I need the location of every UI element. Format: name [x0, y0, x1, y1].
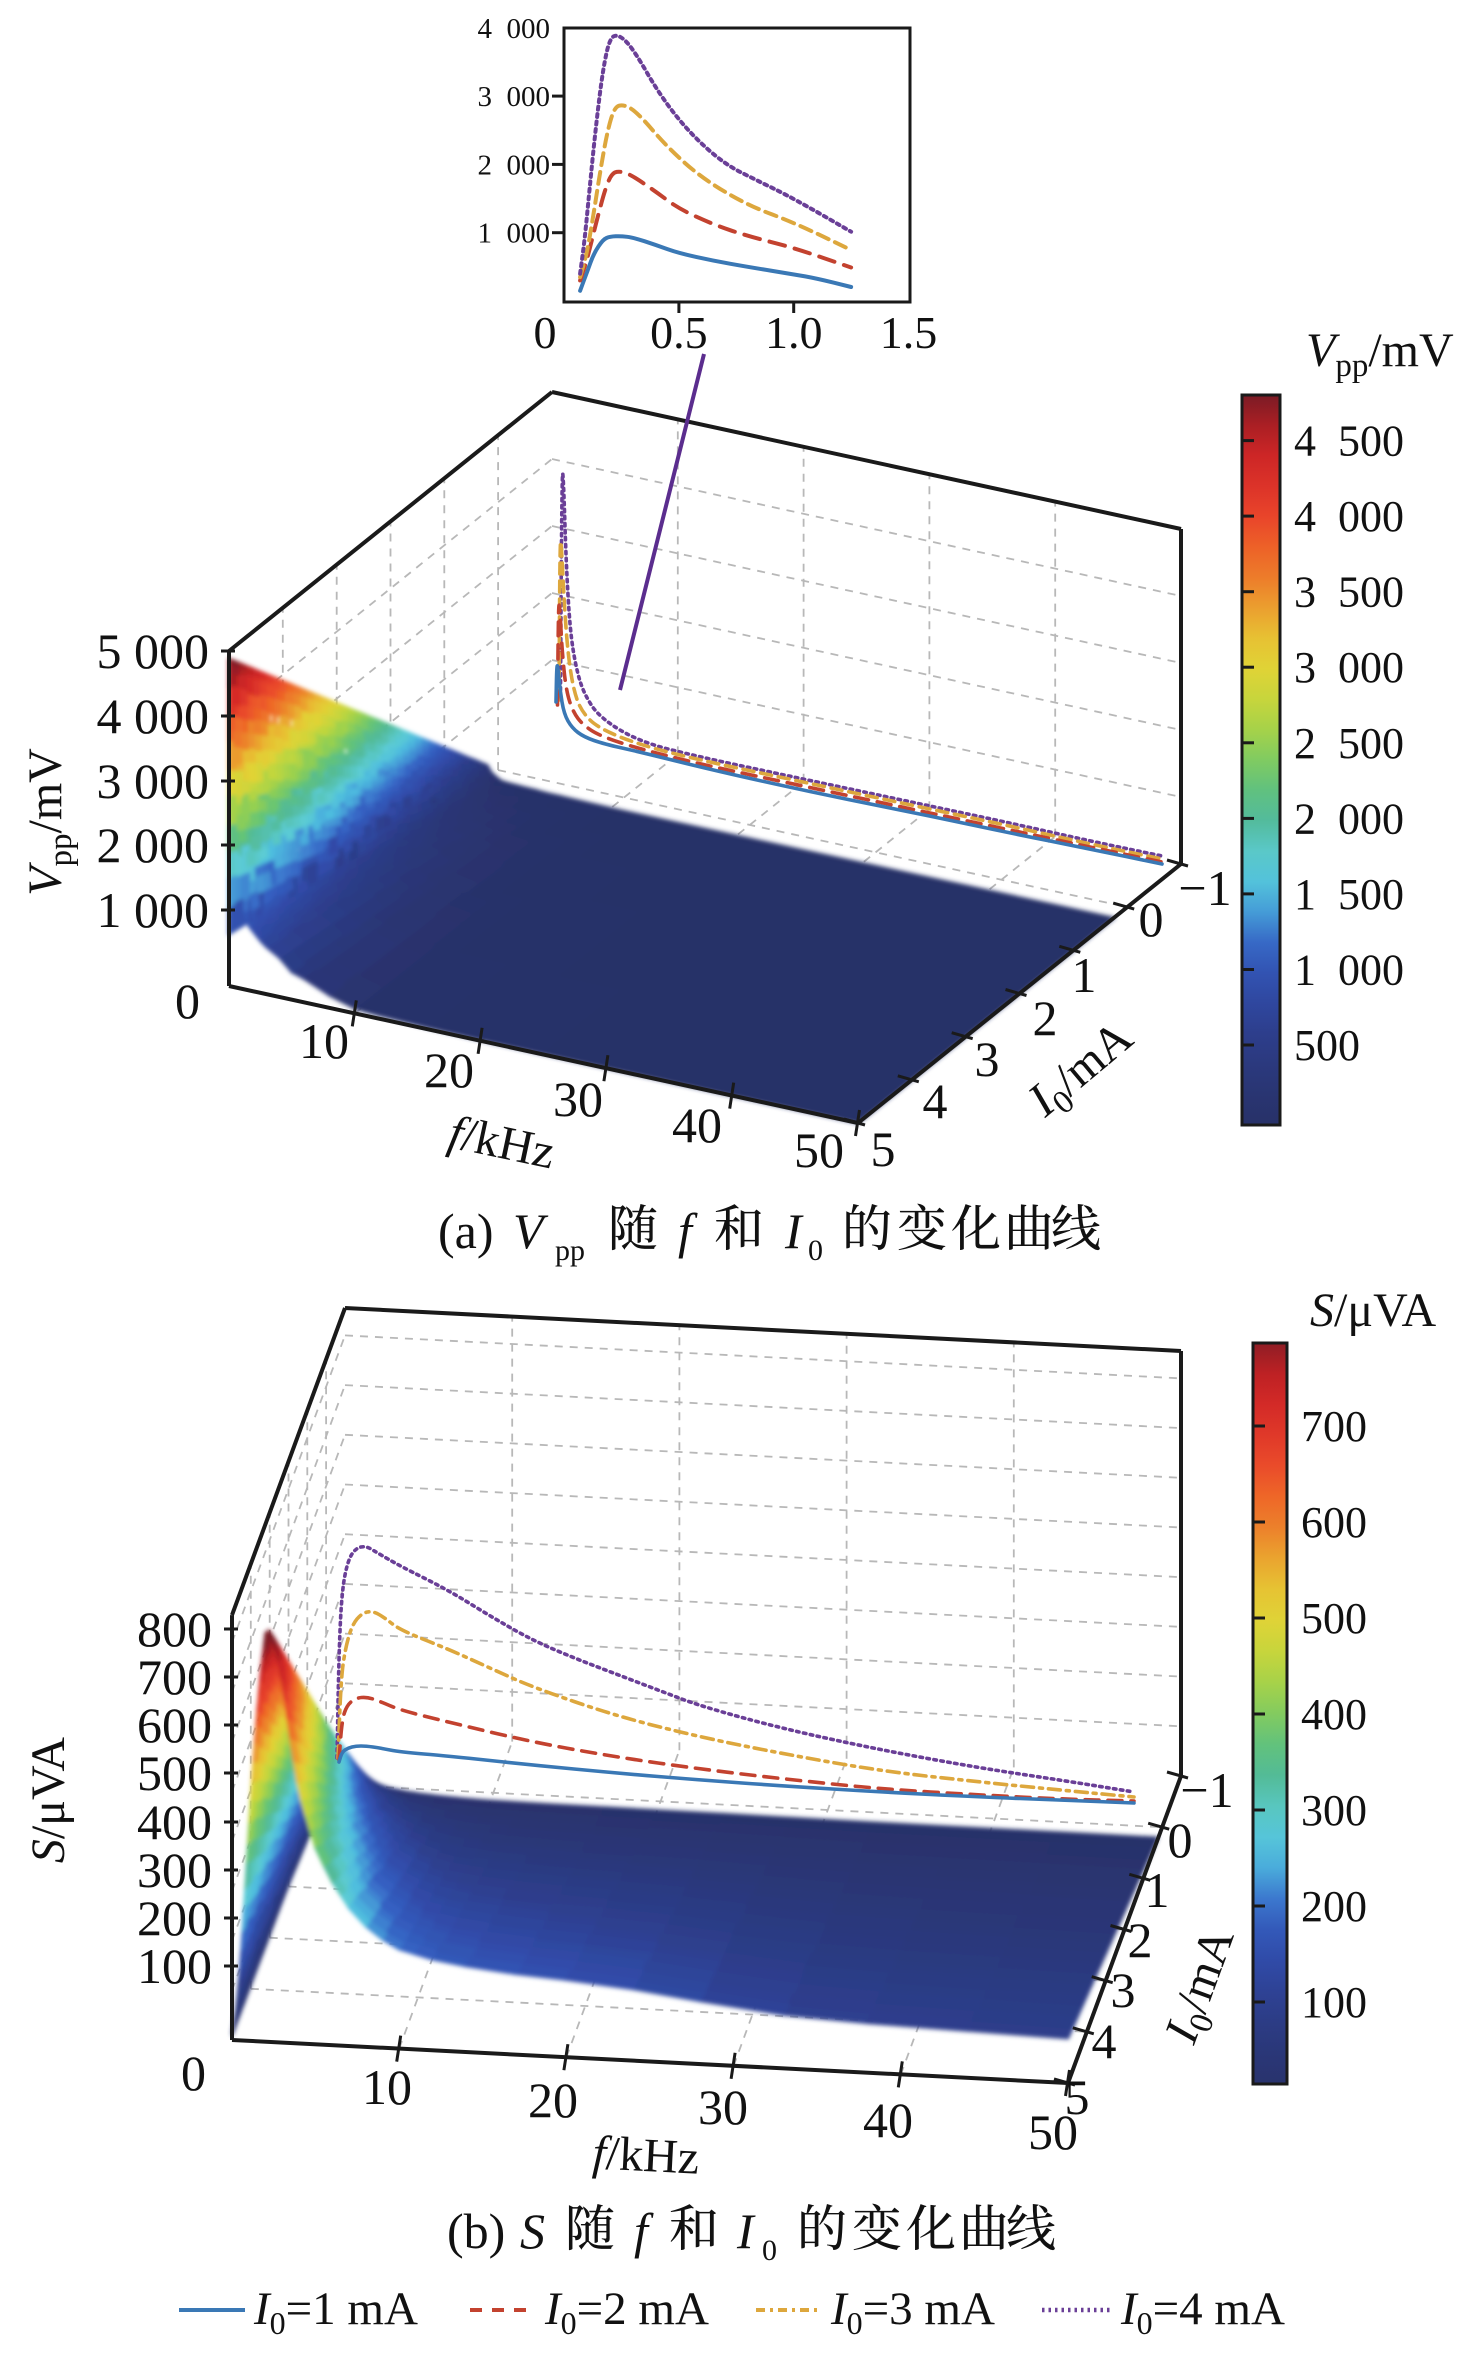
- svg-text:4 000: 4 000: [478, 13, 551, 45]
- svg-text:3 000: 3 000: [97, 753, 210, 809]
- svg-text:1 500: 1 500: [1294, 870, 1404, 919]
- svg-text:0: 0: [1139, 891, 1164, 947]
- svg-text:(a): (a): [438, 1203, 494, 1259]
- svg-text:0: 0: [534, 307, 557, 358]
- svg-text:700: 700: [1301, 1402, 1367, 1451]
- svg-text:0: 0: [762, 2234, 777, 2267]
- svg-text:S: S: [520, 2203, 545, 2259]
- svg-text:300: 300: [137, 1842, 212, 1898]
- svg-text:4 500: 4 500: [1294, 417, 1404, 466]
- svg-text:20: 20: [424, 1042, 474, 1098]
- svg-text:600: 600: [1301, 1498, 1367, 1547]
- svg-text:0: 0: [808, 1234, 823, 1267]
- svg-text:3 000: 3 000: [1294, 643, 1404, 692]
- svg-text:200: 200: [137, 1890, 212, 1946]
- svg-text:1: 1: [1072, 947, 1097, 1003]
- svg-text:0: 0: [181, 2045, 206, 2101]
- svg-text:Vpp/mV: Vpp/mV: [19, 748, 79, 896]
- svg-text:−1: −1: [1180, 1762, 1233, 1818]
- svg-text:3: 3: [975, 1031, 1000, 1087]
- svg-text:400: 400: [137, 1794, 212, 1850]
- svg-text:2 000: 2 000: [97, 817, 210, 873]
- svg-text:500: 500: [137, 1745, 212, 1801]
- svg-text:0.5: 0.5: [650, 307, 708, 358]
- svg-text:I0=2 mA: I0=2 mA: [544, 2283, 709, 2341]
- svg-text:S/μVA: S/μVA: [1310, 1284, 1437, 1337]
- svg-text:I0=4 mA: I0=4 mA: [1120, 2283, 1285, 2341]
- svg-text:100: 100: [1301, 1978, 1367, 2027]
- svg-text:4 000: 4 000: [97, 688, 210, 744]
- svg-text:5 000: 5 000: [97, 623, 210, 679]
- svg-text:−1: −1: [1178, 860, 1231, 916]
- svg-text:2: 2: [1128, 1912, 1153, 1968]
- svg-text:5: 5: [1065, 2069, 1090, 2125]
- svg-text:500: 500: [1294, 1021, 1360, 1070]
- svg-text:V: V: [513, 1203, 549, 1259]
- svg-text:10: 10: [362, 2059, 412, 2115]
- svg-text:0: 0: [175, 973, 200, 1029]
- svg-text:S/μVA: S/μVA: [22, 1737, 75, 1864]
- svg-text:pp: pp: [555, 1234, 585, 1267]
- svg-text:5: 5: [871, 1121, 896, 1177]
- svg-text:30: 30: [553, 1071, 603, 1127]
- svg-text:f/kHz: f/kHz: [591, 2126, 700, 2184]
- svg-text:I: I: [784, 1203, 804, 1259]
- svg-text:800: 800: [137, 1601, 212, 1657]
- svg-text:2 000: 2 000: [478, 149, 551, 181]
- svg-text:400: 400: [1301, 1690, 1367, 1739]
- svg-text:3 000: 3 000: [478, 81, 551, 113]
- svg-text:1 000: 1 000: [478, 218, 551, 250]
- svg-text:1 000: 1 000: [97, 882, 210, 938]
- svg-text:3: 3: [1111, 1962, 1136, 2018]
- svg-text:100: 100: [137, 1938, 212, 1994]
- svg-text:(b): (b): [447, 2203, 505, 2259]
- svg-text:2 000: 2 000: [1294, 794, 1404, 843]
- svg-text:20: 20: [528, 2072, 578, 2128]
- svg-text:40: 40: [863, 2092, 913, 2148]
- svg-text:1 000: 1 000: [1294, 946, 1404, 995]
- svg-text:50: 50: [1028, 2104, 1078, 2160]
- svg-text:200: 200: [1301, 1882, 1367, 1931]
- svg-text:0: 0: [1168, 1812, 1193, 1868]
- svg-text:I0=1 mA: I0=1 mA: [253, 2283, 418, 2341]
- svg-text:10: 10: [299, 1013, 349, 1069]
- svg-text:1.5: 1.5: [880, 307, 938, 358]
- svg-text:1.0: 1.0: [765, 307, 823, 358]
- svg-text:1: 1: [1145, 1862, 1170, 1918]
- svg-text:4 000: 4 000: [1294, 492, 1404, 541]
- svg-text:300: 300: [1301, 1786, 1367, 1835]
- svg-text:2 500: 2 500: [1294, 719, 1404, 768]
- svg-text:50: 50: [794, 1122, 844, 1178]
- svg-text:Vpp/mV: Vpp/mV: [1306, 324, 1454, 384]
- svg-text:700: 700: [137, 1649, 212, 1705]
- svg-text:I0=3 mA: I0=3 mA: [830, 2283, 995, 2341]
- svg-text:2: 2: [1033, 990, 1058, 1046]
- svg-text:I: I: [736, 2203, 756, 2259]
- svg-text:40: 40: [672, 1097, 722, 1153]
- svg-text:500: 500: [1301, 1594, 1367, 1643]
- svg-text:30: 30: [698, 2079, 748, 2135]
- svg-text:3 500: 3 500: [1294, 568, 1404, 617]
- svg-text:600: 600: [137, 1697, 212, 1753]
- svg-text:4: 4: [1092, 2013, 1117, 2069]
- svg-text:4: 4: [923, 1073, 948, 1129]
